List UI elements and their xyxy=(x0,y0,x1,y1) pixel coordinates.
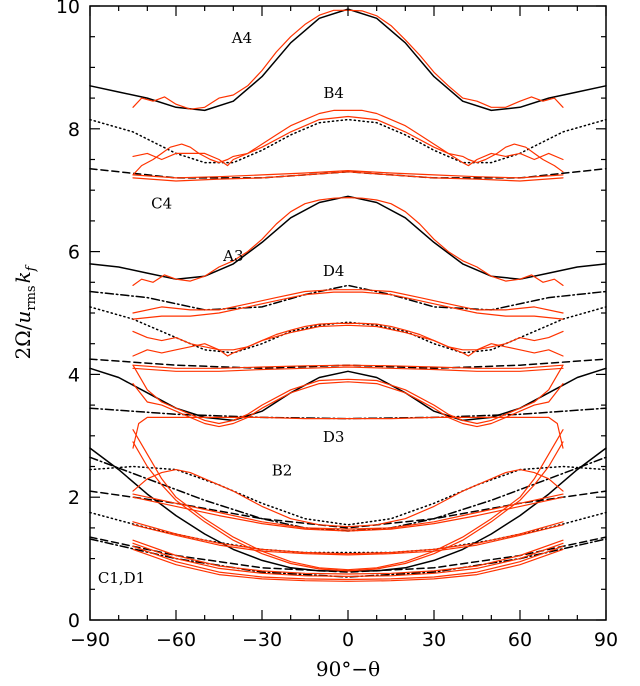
x-tick-label: 30 xyxy=(422,629,446,651)
series-line-23 xyxy=(132,289,564,314)
x-axis-title: 90°−θ xyxy=(316,657,380,681)
series-line-34 xyxy=(132,469,564,528)
y-tick-label: 10 xyxy=(56,0,80,18)
series-line-12 xyxy=(89,465,607,526)
series-line-24 xyxy=(132,291,564,320)
series-line-28 xyxy=(132,364,564,369)
series-line-27 xyxy=(132,366,564,372)
series-line-14 xyxy=(89,511,607,554)
curve-label: B2 xyxy=(272,462,293,480)
series-line-30 xyxy=(132,381,564,428)
series-line-17 xyxy=(132,9,564,110)
x-tick-label: 0 xyxy=(342,629,354,651)
series-line-35 xyxy=(132,493,564,530)
series-line-38 xyxy=(132,524,564,556)
curve-label: D4 xyxy=(323,262,345,280)
series-line-42 xyxy=(132,548,564,582)
series-line-40 xyxy=(132,542,564,577)
ticks-layer xyxy=(89,5,607,621)
series-line-21 xyxy=(132,170,564,179)
x-tick-label: −60 xyxy=(156,629,196,651)
tick-labels: −90 −60 −30 0 30 60 90 0 2 4 6 8 10 xyxy=(56,0,618,651)
series-line-8 xyxy=(89,367,607,422)
series-line-18 xyxy=(132,109,564,167)
curve-label: A3 xyxy=(222,247,243,265)
series-line-37 xyxy=(132,521,564,555)
y-tick-label: 6 xyxy=(68,242,80,264)
x-tick-label: 90 xyxy=(594,629,618,651)
x-tick-label: −90 xyxy=(70,629,110,651)
series-line-6 xyxy=(89,306,607,354)
series-line-31 xyxy=(132,416,564,449)
annotations: A4 B4 C4 A3 D4 D3 B2 C1,D1 xyxy=(98,29,345,587)
series-line-5 xyxy=(89,284,607,311)
series-line-29 xyxy=(132,364,564,425)
y-tick-label: 4 xyxy=(68,364,80,386)
curve-label: A4 xyxy=(231,29,252,47)
x-tick-label: 60 xyxy=(508,629,532,651)
series-layer xyxy=(89,8,607,582)
series-line-1 xyxy=(89,8,607,112)
series-line-39 xyxy=(132,539,564,575)
series-line-19 xyxy=(132,115,564,176)
series-line-26 xyxy=(132,324,564,351)
y-tick-label: 2 xyxy=(68,487,80,509)
series-line-20 xyxy=(132,171,564,182)
series-line-25 xyxy=(132,322,564,357)
y-tick-label: 0 xyxy=(68,610,80,632)
y-axis-title: 2Ω/urmskf xyxy=(11,264,39,359)
y-tick-label: 8 xyxy=(68,119,80,141)
series-line-33 xyxy=(132,441,564,572)
series-line-2 xyxy=(89,118,607,164)
series-line-32 xyxy=(132,429,564,571)
curve-label: B4 xyxy=(323,84,344,102)
curve-label: C4 xyxy=(151,195,172,213)
series-line-41 xyxy=(132,545,564,581)
curve-label: C1,D1 xyxy=(98,569,145,587)
x-tick-label: −30 xyxy=(242,629,282,651)
curve-label: D3 xyxy=(323,428,345,446)
series-line-36 xyxy=(132,496,564,532)
series-line-22 xyxy=(132,197,564,286)
